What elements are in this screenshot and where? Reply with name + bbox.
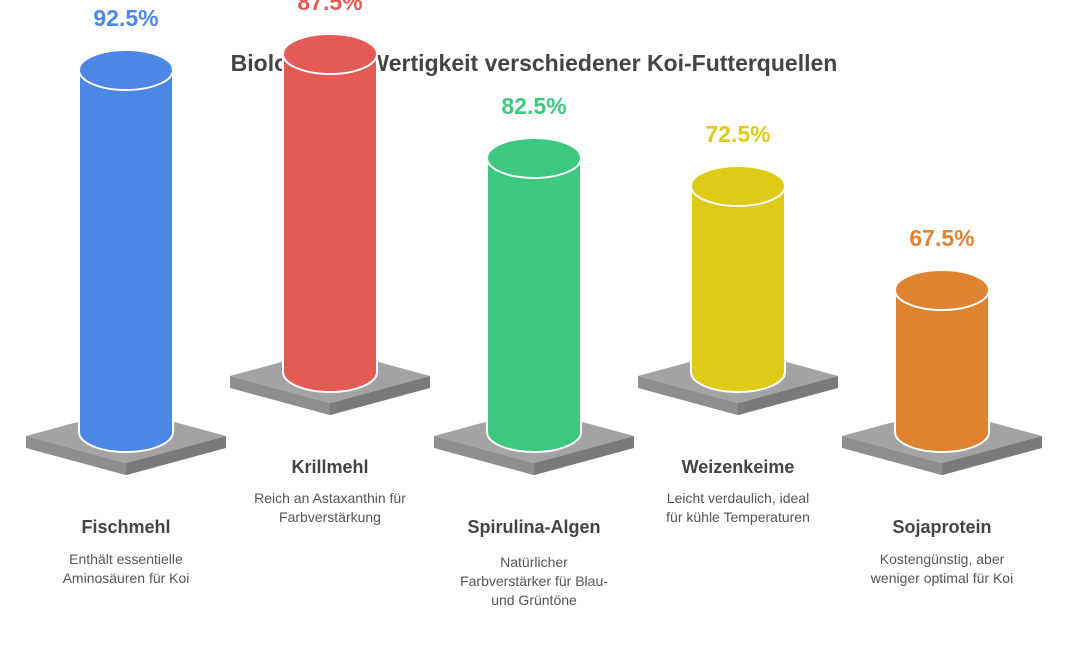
category-description: Kostengünstig, aber <box>880 551 1005 567</box>
bar-group-3: 72.5% Weizenkeime Leicht verdaulich, ideal… <box>638 121 838 525</box>
category-label: Sojaprotein <box>892 517 991 537</box>
bar <box>894 289 990 453</box>
category-description: Enthält essentielle <box>69 551 183 567</box>
bar-top <box>690 165 786 207</box>
value-label: 72.5% <box>705 121 770 147</box>
category-description: Farbverstärkung <box>279 509 381 525</box>
bar-group-4: 67.5% Sojaprotein Kostengünstig, aber wenig… <box>842 225 1042 586</box>
bar-top <box>78 49 174 91</box>
bar-group-2: 82.5% Spirulina-Algen Natürlicher Farbverst… <box>434 93 634 608</box>
bar-top <box>282 33 378 75</box>
base-plate-left <box>842 436 942 476</box>
base-plate-right <box>330 376 430 416</box>
base-plate-right <box>126 436 226 476</box>
category-description: Natürlicher <box>500 554 568 570</box>
bar-top <box>894 269 990 311</box>
category-description: Reich an Astaxanthin für <box>254 490 406 506</box>
bar <box>486 157 582 453</box>
base-plate-left <box>230 376 330 416</box>
category-description: Aminosäuren für Koi <box>63 570 190 586</box>
value-label: 67.5% <box>909 225 974 251</box>
category-description: und Grüntöne <box>491 592 577 608</box>
base-plate-left <box>26 436 126 476</box>
category-description: Leicht verdaulich, ideal <box>667 490 809 506</box>
base-plate-left <box>434 436 534 476</box>
bar-group-0: 92.5% Fischmehl Enthält essentielle Aminosä… <box>26 5 226 586</box>
bar-group-1: 87.5% Krillmehl Reich an Astaxanthin für Fa… <box>230 0 430 525</box>
base-plate-right <box>738 376 838 416</box>
category-label: Krillmehl <box>291 457 368 477</box>
bar <box>282 53 378 393</box>
value-label: 92.5% <box>93 5 158 31</box>
value-label: 82.5% <box>501 93 566 119</box>
category-description: weniger optimal für Koi <box>870 570 1013 586</box>
base-plate-right <box>942 436 1042 476</box>
bar <box>690 185 786 393</box>
category-description: Farbverstärker für Blau- <box>460 573 608 589</box>
value-label: 87.5% <box>297 0 362 15</box>
category-label: Fischmehl <box>81 517 170 537</box>
bar <box>78 69 174 453</box>
category-label: Weizenkeime <box>682 457 795 477</box>
category-description: für kühle Temperaturen <box>666 509 810 525</box>
category-label: Spirulina-Algen <box>467 517 600 537</box>
base-plate-left <box>638 376 738 416</box>
base-plate-right <box>534 436 634 476</box>
bar-top <box>486 137 582 179</box>
